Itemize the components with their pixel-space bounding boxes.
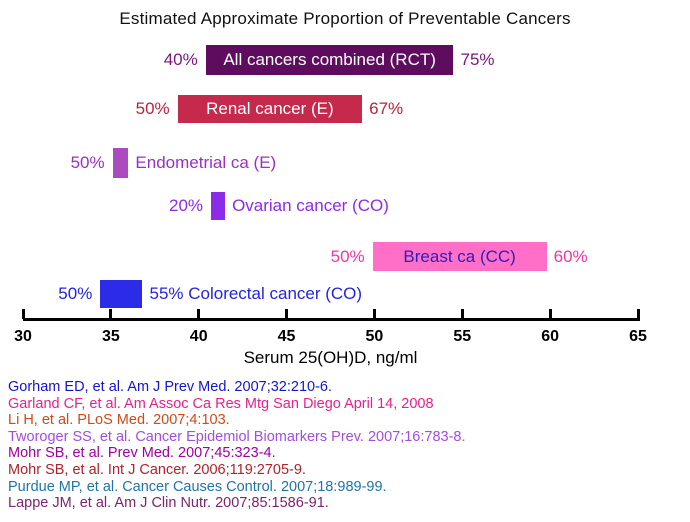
bar-right-percent-label: 75%: [460, 50, 495, 69]
reference-citation: Garland CF, et al. Am Assoc Ca Res Mtg S…: [8, 395, 434, 412]
bar-left-percent-label: 20%: [168, 196, 204, 215]
reference-citation: Mohr SB, et al. Int J Cancer. 2006;119:2…: [8, 461, 306, 478]
bar-left-percent-label: 50%: [135, 99, 170, 118]
x-axis-tick: [460, 309, 464, 319]
reference-citation: Tworoger SS, et al. Cancer Epidemiol Bio…: [8, 428, 466, 445]
bar-left-percent-label: 50%: [70, 153, 105, 172]
chart-title: Estimated Approximate Proportion of Prev…: [119, 9, 571, 28]
bar-name-label: Ovarian cancer (CO): [232, 196, 389, 215]
x-axis-tick-label: 55: [453, 328, 472, 345]
x-axis-tick: [21, 309, 25, 319]
x-axis-tick-label: 60: [541, 328, 560, 345]
bar-segment: All cancers combined (RCT): [205, 45, 454, 75]
reference-citation: Purdue MP, et al. Cancer Causes Control.…: [8, 478, 387, 495]
bar-left-percent-label: 50%: [58, 284, 93, 303]
bar-segment: [100, 280, 143, 308]
bar-left-percent-label: 40%: [163, 50, 198, 69]
reference-citation: Mohr SB, et al. Prev Med. 2007;45:323-4.: [8, 445, 276, 462]
bar-name-label: All cancers combined (RCT): [223, 50, 436, 69]
x-axis-tick: [372, 309, 376, 319]
bar-left-percent-label: 50%: [330, 247, 365, 266]
x-axis-tick-label: 45: [277, 328, 296, 345]
bar-name-label: Endometrial ca (E): [135, 153, 277, 172]
bar-row: 40% All cancers combined (RCT) 75%: [0, 45, 690, 75]
reference-list: Gorham ED, et al. Am J Prev Med. 2007;32…: [8, 379, 682, 512]
x-axis-tick: [548, 309, 552, 319]
reference-citation: Lappe JM, et al. Am J Clin Nutr. 2007;85…: [8, 495, 329, 512]
bar-row: 50% Endometrial ca (E): [0, 148, 690, 178]
bar-row: 50% 55% Colorectal cancer (CO): [0, 280, 690, 308]
reference-citation: Gorham ED, et al. Am J Prev Med. 2007;32…: [8, 379, 332, 395]
x-axis-tick: [197, 309, 201, 319]
x-axis-tick: [109, 309, 113, 319]
bar-right-percent-label: 60%: [553, 247, 588, 266]
bar-name-label: Renal cancer (E): [206, 99, 334, 118]
bar-row: 50% Breast ca (CC) 60%: [0, 242, 690, 271]
bar-segment: [112, 148, 129, 178]
x-axis-tick-label: 65: [629, 328, 647, 345]
reference-citation: Li H, et al. PLoS Med. 2007;4:103.: [8, 412, 230, 429]
x-axis-tick-label: 50: [365, 328, 384, 345]
x-axis-tick: [285, 309, 289, 319]
bar-right-percent-label: 67%: [369, 99, 404, 118]
bar-row: 50% Renal cancer (E) 67%: [0, 95, 690, 123]
x-axis-tick-label: 30: [14, 328, 32, 345]
x-axis-title: Serum 25(OH)D, ng/ml: [243, 348, 418, 367]
bar-segment: Breast ca (CC): [372, 242, 547, 271]
bar-segment: [211, 192, 226, 220]
bar-name-label: Breast ca (CC): [403, 247, 516, 266]
bar-row: 20% Ovarian cancer (CO): [0, 192, 690, 220]
x-axis-line: [23, 318, 640, 321]
bar-name-label: 55% Colorectal cancer (CO): [149, 284, 363, 303]
x-axis-tick-label: 40: [189, 328, 208, 345]
bar-segment: Renal cancer (E): [177, 95, 363, 123]
x-axis-tick: [636, 309, 640, 319]
x-axis-tick-label: 35: [101, 328, 120, 345]
